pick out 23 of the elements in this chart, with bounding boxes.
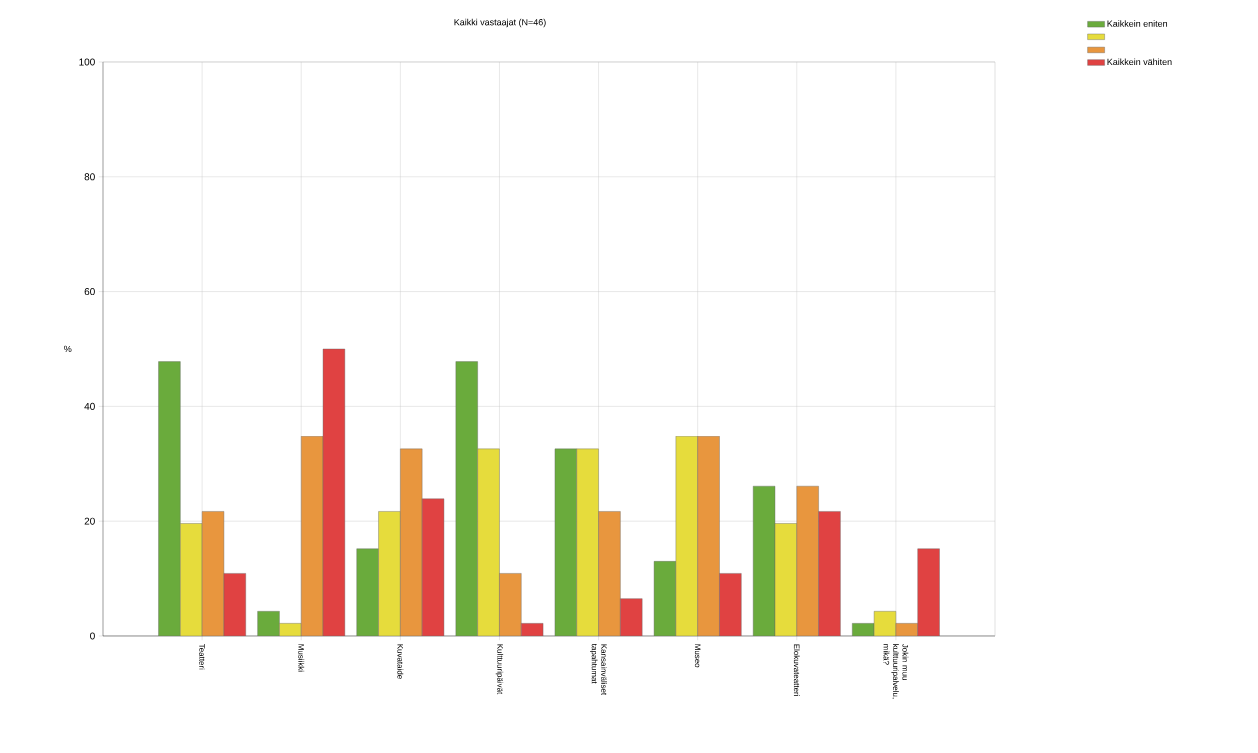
bar <box>796 485 819 636</box>
bar <box>400 448 423 636</box>
bar <box>598 511 621 636</box>
y-tick-label: 0 <box>90 632 95 640</box>
y-tick-label: 20 <box>84 517 95 525</box>
bar <box>697 436 720 636</box>
legend-label: Kaikkein vähiten <box>1107 58 1172 66</box>
chart-title: Kaikki vastaajat (N=46) <box>454 18 546 28</box>
y-tick-label: 40 <box>84 402 95 410</box>
y-tick-label: 80 <box>84 173 95 181</box>
bar <box>774 523 797 636</box>
bar <box>378 511 401 636</box>
bar <box>477 448 500 636</box>
legend-label: Kaikkein eniten <box>1107 20 1168 27</box>
bar <box>180 523 203 636</box>
bar <box>201 511 225 636</box>
y-tick-label: 100 <box>79 58 95 66</box>
bar <box>301 436 324 636</box>
bar <box>576 448 599 636</box>
bar <box>499 573 522 636</box>
bar <box>675 436 698 636</box>
y-axis-title: % <box>64 345 72 353</box>
y-tick-label: 60 <box>84 288 95 296</box>
